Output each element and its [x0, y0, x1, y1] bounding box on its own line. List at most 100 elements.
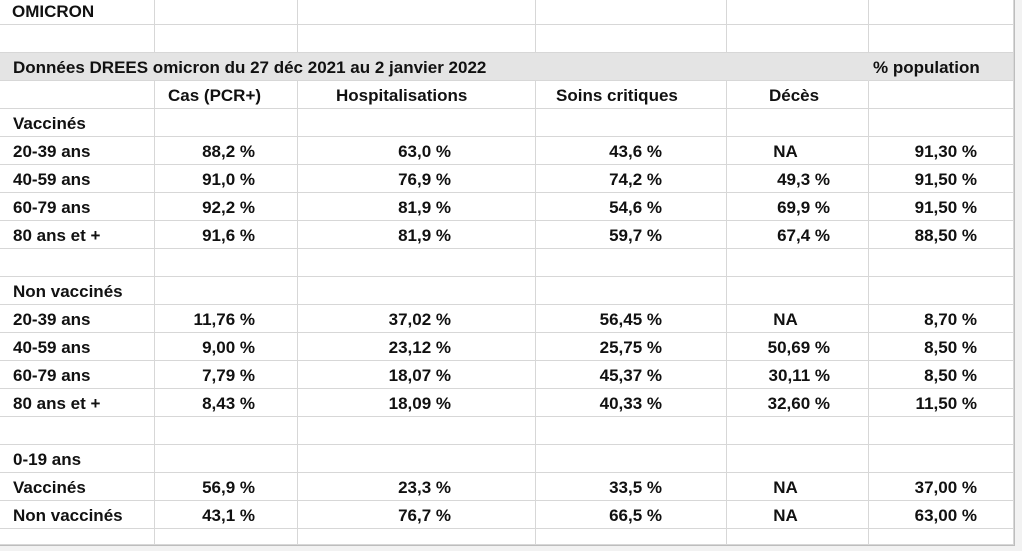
- empty-cell[interactable]: [298, 109, 536, 137]
- deces-cell[interactable]: 67,4 %: [727, 221, 869, 249]
- cas-cell[interactable]: 7,79 %: [155, 361, 298, 389]
- empty-cell[interactable]: [536, 445, 727, 473]
- empty-cell[interactable]: [0, 25, 155, 53]
- soins-cell[interactable]: 40,33 %: [536, 389, 727, 417]
- hosp-cell[interactable]: 81,9 %: [298, 193, 536, 221]
- empty-cell[interactable]: [869, 277, 1014, 305]
- deces-cell[interactable]: NA: [727, 501, 869, 529]
- hosp-cell[interactable]: 76,7 %: [298, 501, 536, 529]
- age-cell[interactable]: 80 ans et +: [0, 389, 155, 417]
- empty-cell[interactable]: [727, 445, 869, 473]
- pop-cell[interactable]: 91,50 %: [869, 165, 1014, 193]
- empty-cell[interactable]: [155, 529, 298, 545]
- soins-cell[interactable]: 56,45 %: [536, 305, 727, 333]
- group-label-vaccinated[interactable]: Vaccinés: [0, 109, 155, 137]
- deces-cell[interactable]: 69,9 %: [727, 193, 869, 221]
- deces-cell[interactable]: NA: [727, 137, 869, 165]
- empty-cell[interactable]: [298, 249, 536, 277]
- sheet-title-cell[interactable]: OMICRON: [0, 0, 155, 25]
- empty-cell[interactable]: [869, 417, 1014, 445]
- age-cell[interactable]: Non vaccinés: [0, 501, 155, 529]
- age-cell[interactable]: 20-39 ans: [0, 305, 155, 333]
- empty-cell[interactable]: [536, 109, 727, 137]
- header-hospitalisations[interactable]: Hospitalisations: [298, 81, 536, 109]
- empty-cell[interactable]: [727, 109, 869, 137]
- soins-cell[interactable]: 66,5 %: [536, 501, 727, 529]
- hosp-cell[interactable]: 63,0 %: [298, 137, 536, 165]
- empty-cell[interactable]: [727, 25, 869, 53]
- empty-cell[interactable]: [155, 109, 298, 137]
- cas-cell[interactable]: 56,9 %: [155, 473, 298, 501]
- empty-cell[interactable]: [298, 0, 536, 25]
- empty-cell[interactable]: [155, 445, 298, 473]
- cas-cell[interactable]: 92,2 %: [155, 193, 298, 221]
- population-header[interactable]: % population: [869, 53, 1014, 81]
- soins-cell[interactable]: 74,2 %: [536, 165, 727, 193]
- soins-cell[interactable]: 54,6 %: [536, 193, 727, 221]
- deces-cell[interactable]: NA: [727, 473, 869, 501]
- header-deces[interactable]: Décès: [727, 81, 869, 109]
- empty-cell[interactable]: [727, 249, 869, 277]
- soins-cell[interactable]: 33,5 %: [536, 473, 727, 501]
- empty-cell[interactable]: [869, 81, 1014, 109]
- empty-cell[interactable]: [536, 25, 727, 53]
- hosp-cell[interactable]: 18,07 %: [298, 361, 536, 389]
- empty-cell[interactable]: [0, 249, 155, 277]
- pop-cell[interactable]: 8,70 %: [869, 305, 1014, 333]
- hosp-cell[interactable]: 37,02 %: [298, 305, 536, 333]
- banner-title[interactable]: Données DREES omicron du 27 déc 2021 au …: [0, 53, 869, 81]
- empty-cell[interactable]: [727, 0, 869, 25]
- empty-cell[interactable]: [869, 0, 1014, 25]
- deces-cell[interactable]: NA: [727, 305, 869, 333]
- pop-cell[interactable]: 11,50 %: [869, 389, 1014, 417]
- pop-cell[interactable]: 91,30 %: [869, 137, 1014, 165]
- cas-cell[interactable]: 11,76 %: [155, 305, 298, 333]
- pop-cell[interactable]: 8,50 %: [869, 361, 1014, 389]
- empty-cell[interactable]: [155, 0, 298, 25]
- empty-cell[interactable]: [727, 417, 869, 445]
- cas-cell[interactable]: 9,00 %: [155, 333, 298, 361]
- empty-cell[interactable]: [869, 529, 1014, 545]
- empty-cell[interactable]: [727, 529, 869, 545]
- age-cell[interactable]: 60-79 ans: [0, 193, 155, 221]
- pop-cell[interactable]: 63,00 %: [869, 501, 1014, 529]
- deces-cell[interactable]: 49,3 %: [727, 165, 869, 193]
- empty-cell[interactable]: [536, 417, 727, 445]
- deces-cell[interactable]: 30,11 %: [727, 361, 869, 389]
- empty-cell[interactable]: [155, 277, 298, 305]
- age-cell[interactable]: 40-59 ans: [0, 333, 155, 361]
- age-cell[interactable]: 40-59 ans: [0, 165, 155, 193]
- cas-cell[interactable]: 43,1 %: [155, 501, 298, 529]
- empty-cell[interactable]: [536, 0, 727, 25]
- age-cell[interactable]: Vaccinés: [0, 473, 155, 501]
- hosp-cell[interactable]: 23,3 %: [298, 473, 536, 501]
- deces-cell[interactable]: 32,60 %: [727, 389, 869, 417]
- empty-cell[interactable]: [869, 109, 1014, 137]
- empty-cell[interactable]: [869, 445, 1014, 473]
- empty-cell[interactable]: [298, 445, 536, 473]
- pop-cell[interactable]: 91,50 %: [869, 193, 1014, 221]
- empty-cell[interactable]: [536, 277, 727, 305]
- cas-cell[interactable]: 91,6 %: [155, 221, 298, 249]
- empty-cell[interactable]: [298, 529, 536, 545]
- empty-cell[interactable]: [0, 81, 155, 109]
- cas-cell[interactable]: 91,0 %: [155, 165, 298, 193]
- empty-cell[interactable]: [869, 249, 1014, 277]
- soins-cell[interactable]: 59,7 %: [536, 221, 727, 249]
- cas-cell[interactable]: 8,43 %: [155, 389, 298, 417]
- cas-cell[interactable]: 88,2 %: [155, 137, 298, 165]
- empty-cell[interactable]: [155, 25, 298, 53]
- deces-cell[interactable]: 50,69 %: [727, 333, 869, 361]
- pop-cell[interactable]: 8,50 %: [869, 333, 1014, 361]
- empty-cell[interactable]: [536, 529, 727, 545]
- empty-cell[interactable]: [727, 277, 869, 305]
- empty-cell[interactable]: [298, 417, 536, 445]
- empty-cell[interactable]: [155, 417, 298, 445]
- soins-cell[interactable]: 45,37 %: [536, 361, 727, 389]
- empty-cell[interactable]: [869, 25, 1014, 53]
- hosp-cell[interactable]: 76,9 %: [298, 165, 536, 193]
- empty-cell[interactable]: [298, 277, 536, 305]
- pop-cell[interactable]: 37,00 %: [869, 473, 1014, 501]
- soins-cell[interactable]: 25,75 %: [536, 333, 727, 361]
- empty-cell[interactable]: [0, 529, 155, 545]
